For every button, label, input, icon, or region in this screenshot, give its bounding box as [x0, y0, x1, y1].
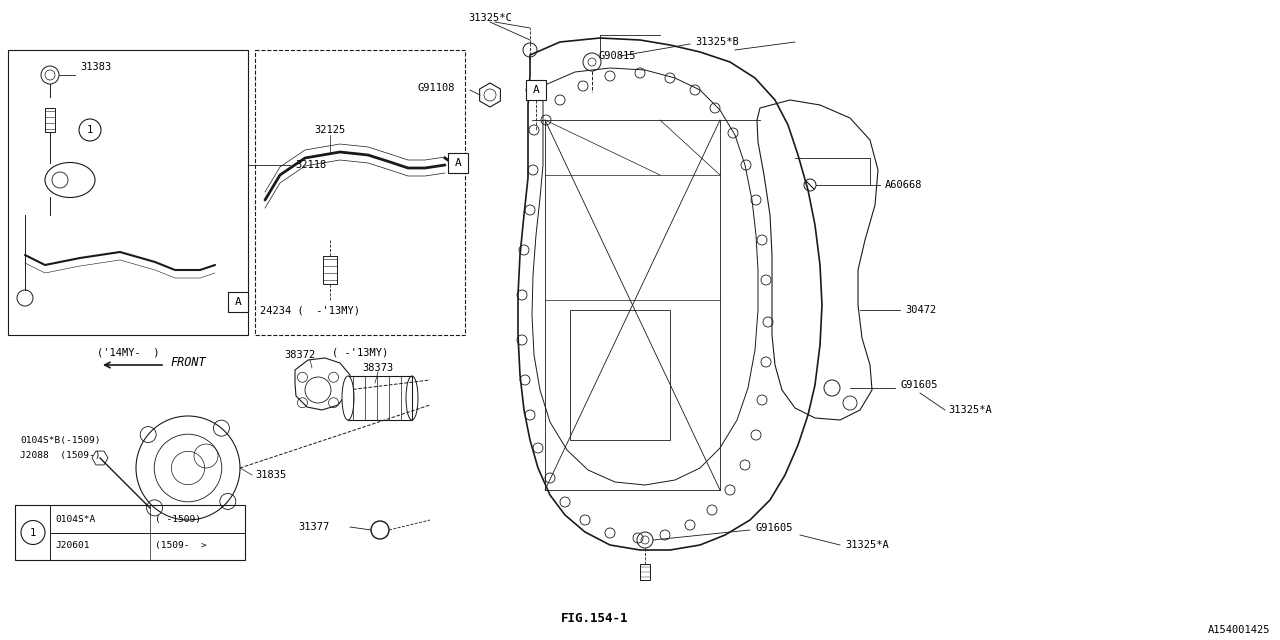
Text: 31377: 31377: [298, 522, 330, 532]
Text: 31325*A: 31325*A: [948, 405, 992, 415]
Text: 38372: 38372: [284, 350, 316, 360]
Bar: [348, 376, 412, 420]
Text: 31325*C: 31325*C: [468, 13, 512, 23]
Text: ('14MY-  ): ('14MY- ): [97, 347, 159, 357]
Text: J2088  (1509-): J2088 (1509-): [20, 451, 101, 460]
Text: A60668: A60668: [884, 180, 923, 190]
Text: 32125: 32125: [315, 125, 346, 135]
Text: 38373: 38373: [362, 363, 394, 373]
Text: A: A: [532, 85, 539, 95]
Text: J20601: J20601: [55, 541, 90, 550]
Circle shape: [79, 119, 101, 141]
Text: 31325*A: 31325*A: [845, 540, 888, 550]
Ellipse shape: [342, 376, 355, 420]
Text: A: A: [454, 158, 461, 168]
Text: 31835: 31835: [255, 470, 287, 480]
Bar: [15, 505, 244, 560]
Text: A154001425: A154001425: [1207, 625, 1270, 635]
Bar: [45, 108, 55, 132]
Bar: [228, 292, 248, 312]
Text: 0104S*A: 0104S*A: [55, 515, 95, 524]
Text: G91605: G91605: [900, 380, 937, 390]
Text: 0104S*B(-1509): 0104S*B(-1509): [20, 435, 101, 445]
Text: 30472: 30472: [905, 305, 936, 315]
Bar: [526, 80, 547, 100]
Bar: [640, 564, 650, 580]
Text: G91108: G91108: [417, 83, 454, 93]
Text: 31325*B: 31325*B: [695, 37, 739, 47]
Text: 31383: 31383: [81, 62, 111, 72]
Text: ( -'13MY): ( -'13MY): [332, 347, 388, 357]
Text: ( -1509): ( -1509): [155, 515, 201, 524]
Text: 32118: 32118: [294, 160, 326, 170]
Text: 24234 (  -'13MY): 24234 ( -'13MY): [260, 305, 360, 315]
Bar: [323, 256, 337, 284]
Text: G90815: G90815: [598, 51, 635, 61]
Bar: [8, 50, 248, 335]
Bar: [255, 50, 465, 335]
Bar: [448, 153, 468, 173]
Text: (1509-  >: (1509- >: [155, 541, 207, 550]
Text: 1: 1: [87, 125, 93, 135]
Text: 1: 1: [29, 527, 36, 538]
Text: A: A: [234, 297, 242, 307]
Text: G91605: G91605: [755, 523, 792, 533]
Text: FIG.154-1: FIG.154-1: [561, 611, 628, 625]
Circle shape: [20, 520, 45, 545]
Bar: [570, 310, 669, 440]
Text: FRONT: FRONT: [170, 355, 206, 369]
